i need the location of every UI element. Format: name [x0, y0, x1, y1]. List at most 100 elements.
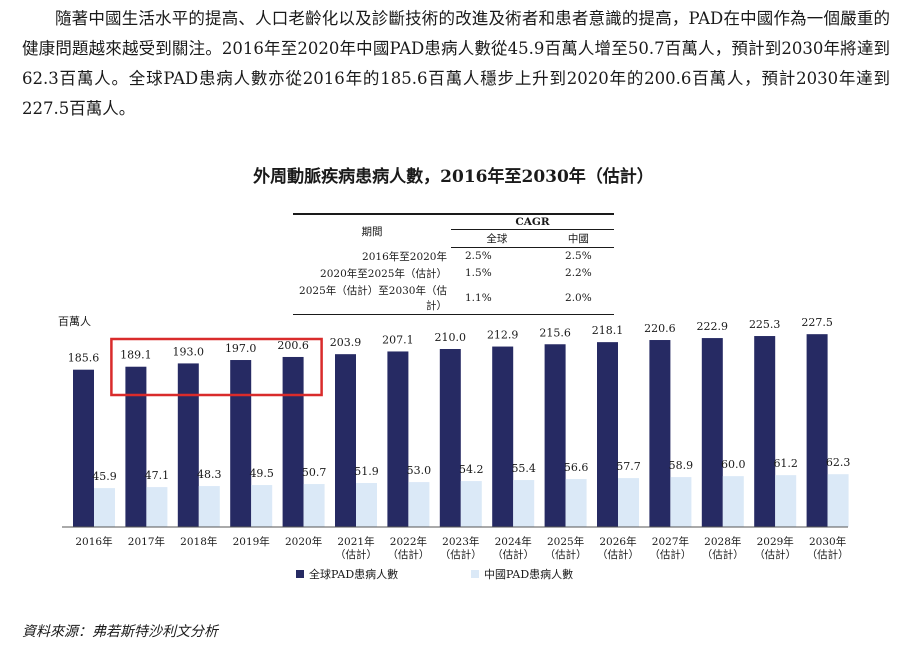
bar-china	[670, 477, 692, 527]
data-label-china: 60.0	[721, 458, 746, 471]
bar-china	[775, 475, 797, 527]
cagr-header: CAGR	[451, 213, 614, 230]
data-label-global: 220.6	[644, 322, 676, 335]
data-label-global: 207.1	[382, 333, 414, 346]
data-label-china: 56.6	[564, 461, 589, 474]
bar-global	[544, 344, 566, 527]
x-tick-label: （估計）	[754, 548, 796, 561]
legend-global: 全球PAD患病人數	[296, 566, 398, 582]
data-label-global: 200.6	[277, 339, 309, 352]
bar-global	[125, 366, 147, 527]
data-label-china: 57.7	[616, 460, 641, 473]
data-label-china: 61.2	[773, 457, 798, 470]
cagr-header-global: 全球	[451, 229, 543, 248]
bar-global	[439, 349, 461, 527]
bar-global	[492, 346, 514, 527]
x-tick-label: （估計）	[545, 548, 587, 561]
cagr-row-china: 2.2%	[565, 267, 592, 279]
data-label-china: 49.5	[249, 467, 274, 480]
x-tick-label: 2028年	[704, 535, 741, 548]
x-tick-label: 2021年	[337, 535, 374, 548]
bar-global	[387, 351, 409, 527]
legend-china: 中國PAD患病人數	[471, 566, 573, 582]
data-label-global: 197.0	[225, 342, 257, 355]
x-tick-label: 2024年	[495, 535, 532, 548]
data-label-global: 189.1	[120, 349, 152, 362]
data-label-global: 193.0	[173, 345, 205, 358]
cagr-row-period: 2020年至2025年（估計）	[320, 267, 447, 280]
cagr-row-global: 2.5%	[465, 250, 492, 263]
x-tick-label: 2025年	[547, 535, 584, 548]
cagr-header-china: 中國	[542, 229, 614, 248]
legend-label-global: 全球PAD患病人數	[309, 568, 399, 581]
bar-global	[806, 334, 828, 527]
source-note: 資料來源：弗若斯特沙利文分析	[22, 624, 218, 640]
x-tick-label: （估計）	[335, 548, 377, 561]
bar-china	[460, 481, 482, 527]
x-tick-label: 2027年	[652, 535, 689, 548]
cagr-row-period: 2016年至2020年	[362, 250, 447, 263]
intro-paragraph: 隨著中國生活水平的提高、人口老齡化以及診斷技術的改進及術者和患者意識的提高，PA…	[22, 9, 890, 118]
cagr-row: 2016年至2020年 2.5% 2.5%	[293, 248, 614, 265]
data-label-global: 185.6	[68, 352, 100, 365]
bar-china	[251, 485, 273, 527]
bar-global	[230, 360, 252, 527]
bar-china	[356, 483, 377, 527]
bar-china	[94, 488, 115, 527]
cagr-row-global: 1.5%	[465, 267, 492, 279]
data-label-china: 53.0	[407, 464, 432, 477]
x-tick-label: 2017年	[128, 535, 165, 548]
data-label-global: 225.3	[749, 318, 781, 331]
x-tick-label: （估計）	[649, 548, 691, 561]
x-tick-label: （估計）	[492, 548, 534, 561]
x-tick-label: 2020年	[285, 535, 322, 548]
bar-china	[722, 476, 744, 527]
bar-global	[701, 338, 723, 527]
data-label-china: 50.7	[302, 466, 327, 479]
x-tick-label: 2026年	[599, 535, 636, 548]
data-label-china: 58.9	[669, 459, 694, 472]
data-label-global: 215.6	[539, 326, 571, 339]
bar-china	[565, 479, 587, 527]
data-label-china: 51.9	[354, 465, 379, 478]
data-label-china: 55.4	[511, 462, 536, 475]
x-tick-label: 2016年	[75, 535, 112, 548]
x-tick-label: 2022年	[390, 535, 427, 548]
cagr-header-period: 期間	[293, 213, 451, 248]
bar-china	[408, 482, 430, 527]
data-label-china: 62.3	[826, 456, 851, 469]
bar-china	[827, 474, 849, 527]
data-label-china: 48.3	[197, 468, 222, 481]
data-label-china: 47.1	[145, 469, 170, 482]
bar-global	[335, 354, 356, 527]
data-label-china: 54.2	[459, 463, 484, 476]
cagr-row-global: 1.1%	[451, 281, 543, 315]
legend-swatch-china	[471, 570, 479, 578]
bar-global	[597, 342, 618, 527]
bar-china	[146, 487, 168, 527]
cagr-row-china: 2.0%	[542, 281, 614, 315]
x-tick-label: 2019年	[233, 535, 270, 548]
legend-swatch-global	[296, 570, 304, 578]
bar-global	[282, 356, 304, 527]
data-label-global: 203.9	[330, 336, 362, 349]
x-tick-label: 2023年	[442, 535, 479, 548]
data-label-global: 218.1	[592, 324, 624, 337]
cagr-row-period: 2025年（估計）至2030年（估計）	[293, 281, 451, 315]
bar-china	[198, 486, 220, 527]
data-label-global: 222.9	[697, 320, 729, 333]
data-label-china: 45.9	[92, 470, 117, 483]
bar-china	[513, 480, 535, 527]
unit-label: 百萬人	[58, 315, 91, 328]
data-label-global: 227.5	[801, 316, 833, 329]
x-tick-label: 2030年	[809, 535, 846, 548]
data-label-global: 210.0	[435, 331, 467, 344]
x-tick-label: （估計）	[702, 548, 744, 561]
cagr-table: 期間 CAGR 全球 中國 2016年至2020年 2.5% 2.5% 2020…	[293, 213, 614, 315]
bar-china	[303, 484, 325, 527]
bar-global	[177, 363, 199, 527]
x-tick-label: （估計）	[597, 548, 639, 561]
cagr-row: 2025年（估計）至2030年（估計） 1.1% 2.0%	[293, 281, 614, 315]
cagr-row: 2020年至2025年（估計） 1.5% 2.2%	[293, 265, 614, 282]
data-label-global: 212.9	[487, 329, 519, 342]
